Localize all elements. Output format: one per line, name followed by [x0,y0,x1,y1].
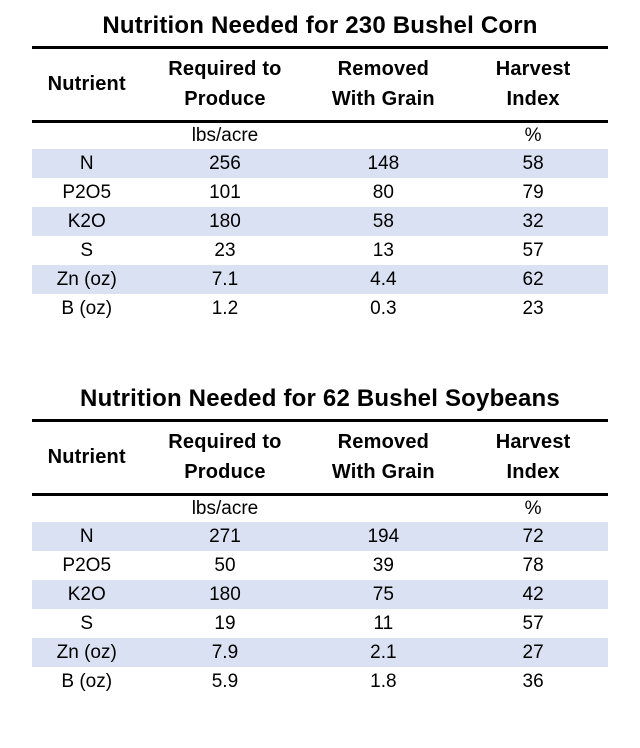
cell-nutrient: B (oz) [61,670,113,692]
cell-units-required: lbs/acre [191,498,259,520]
cell-removed: 2.1 [370,641,397,663]
cell-required: 23 [214,239,236,261]
table-row: Zn (oz) 7.9 2.1 27 [32,638,608,668]
cell-harvest: 42 [522,583,544,605]
cell-units-nutrient [32,122,141,150]
soybean-data-table: Nutrient Required to Produce Removed Wit… [32,422,608,696]
column-header-required: Required to Produce [141,422,309,497]
cell-harvest: 78 [522,554,544,576]
cell-harvest: 32 [522,210,544,232]
cell-required: 180 [209,210,241,232]
column-header-required: Required to Produce [141,49,309,124]
sheet: Nutrition Needed for 230 Bushel Corn Nut… [32,10,608,696]
table-row: S 23 13 57 [32,236,608,265]
cell-units-removed [308,122,458,150]
cell-required: 256 [209,152,241,174]
table-row: P2O5 50 39 78 [32,551,608,580]
units-row: lbs/acre % [32,495,608,523]
cell-harvest: 79 [522,181,544,203]
cell-removed: 39 [372,554,394,576]
cell-harvest: 72 [522,525,544,547]
table-row: P2O5 101 80 79 [32,178,608,207]
units-row: lbs/acre % [32,122,608,150]
cell-nutrient: P2O5 [62,554,112,576]
cell-nutrient: P2O5 [62,181,112,203]
cell-harvest: 36 [522,670,544,692]
soybean-table-title: Nutrition Needed for 62 Bushel Soybeans [32,383,608,423]
cell-harvest: 58 [522,152,544,174]
cell-required: 5.9 [211,670,239,692]
cell-units-nutrient [32,495,141,523]
corn-table: Nutrition Needed for 230 Bushel Corn Nut… [32,10,608,323]
cell-nutrient: S [80,239,94,261]
cell-required: 271 [209,525,241,547]
table-row: Zn (oz) 7.1 4.4 62 [32,265,608,295]
cell-required: 7.1 [211,268,239,290]
table-row: B (oz) 1.2 0.3 23 [32,294,608,323]
cell-nutrient: Zn (oz) [56,641,117,663]
cell-removed: 4.4 [370,268,397,290]
soybean-table: Nutrition Needed for 62 Bushel Soybeans … [32,383,608,696]
table-row: K2O 180 75 42 [32,580,608,610]
column-header-nutrient: Nutrient [32,49,142,124]
cell-units-harvest: % [524,125,542,147]
cell-harvest: 27 [522,641,544,663]
cell-removed: 194 [367,525,400,547]
cell-removed: 11 [373,612,394,634]
cell-nutrient: N [79,152,94,174]
cell-required: 180 [209,583,241,605]
cell-required: 7.9 [211,641,239,663]
column-header-nutrient: Nutrient [32,422,142,497]
corn-data-table: Nutrient Required to Produce Removed Wit… [32,49,608,323]
header-row: Nutrient Required to Produce Removed Wit… [32,49,608,124]
cell-removed: 148 [367,152,400,174]
column-header-harvest: Harvest Index [458,422,608,497]
cell-removed: 75 [372,583,394,605]
table-row: B (oz) 5.9 1.8 36 [32,667,608,696]
cell-removed: 13 [372,239,394,261]
cell-required: 1.2 [211,297,239,319]
cell-nutrient: B (oz) [61,297,113,319]
cell-nutrient: K2O [67,583,106,605]
cell-removed: 0.3 [370,297,397,319]
header-row: Nutrient Required to Produce Removed Wit… [32,422,608,497]
table-row: K2O 180 58 32 [32,207,608,237]
cell-nutrient: S [80,612,94,634]
cell-required: 101 [209,181,241,203]
cell-units-required: lbs/acre [191,125,259,147]
cell-removed: 58 [372,210,394,232]
table-row: S 19 11 57 [32,609,608,638]
column-header-removed: Removed With Grain [308,422,459,497]
column-header-removed: Removed With Grain [308,49,459,124]
cell-harvest: 57 [522,612,544,634]
table-row: N 271 194 72 [32,522,608,552]
cell-nutrient: N [79,525,94,547]
cell-harvest: 23 [522,297,544,319]
cell-required: 50 [214,554,236,576]
corn-table-title: Nutrition Needed for 230 Bushel Corn [32,10,608,50]
cell-nutrient: K2O [67,210,106,232]
cell-required: 19 [214,612,236,634]
cell-removed: 80 [372,181,394,203]
cell-removed: 1.8 [370,670,397,692]
column-header-harvest: Harvest Index [458,49,608,124]
cell-nutrient: Zn (oz) [56,268,117,290]
cell-units-harvest: % [524,498,542,520]
cell-harvest: 62 [522,268,544,290]
cell-units-removed [308,495,458,523]
table-row: N 256 148 58 [32,149,608,179]
cell-harvest: 57 [522,239,544,261]
